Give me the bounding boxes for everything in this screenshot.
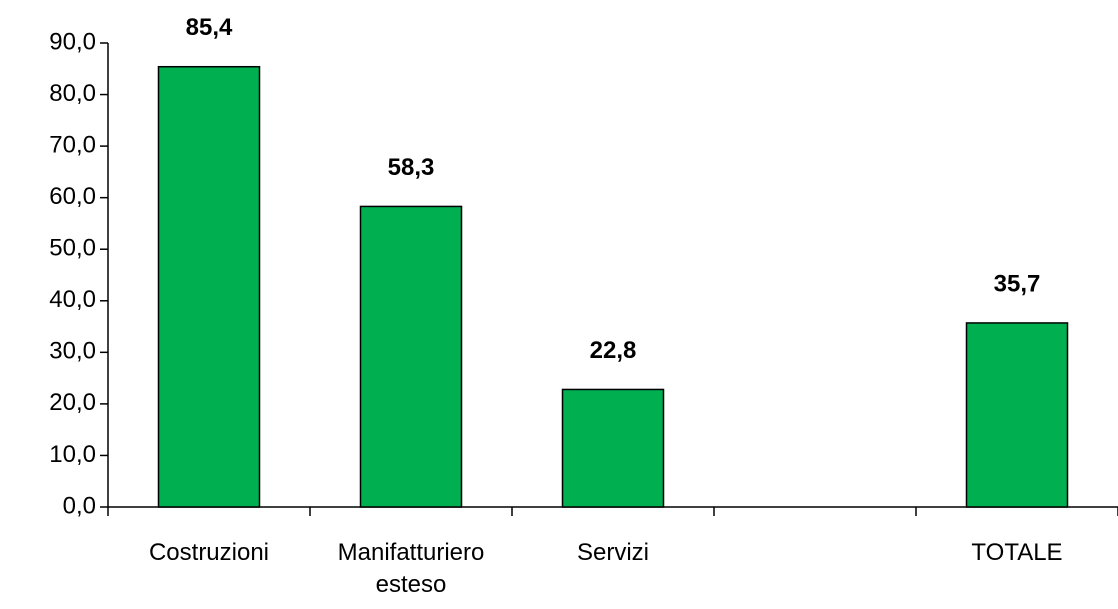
y-tick-label: 10,0 [49, 441, 96, 468]
y-tick-label: 60,0 [49, 183, 96, 210]
y-tick-label: 80,0 [49, 80, 96, 107]
x-tick-label: Manifatturiero esteso [337, 539, 485, 598]
bar [359, 205, 463, 508]
value-label: 35,7 [994, 270, 1041, 297]
value-label: 58,3 [388, 154, 435, 181]
y-tick-label: 70,0 [49, 131, 96, 158]
y-tick-label: 40,0 [49, 286, 96, 313]
y-tick-label: 0,0 [63, 492, 96, 519]
x-tick-label: Costruzioni [148, 539, 270, 566]
y-tick-label: 30,0 [49, 338, 96, 365]
y-tick-label: 90,0 [49, 28, 96, 55]
y-tick-label: 20,0 [49, 389, 96, 416]
y-tick-label: 50,0 [49, 235, 96, 262]
x-tick-label: Servizi [576, 539, 649, 566]
bar [965, 322, 1069, 508]
bar [561, 388, 665, 508]
x-tick-label: TOTALE [971, 539, 1063, 566]
bar [157, 65, 261, 508]
value-label: 22,8 [590, 337, 637, 364]
value-label: 85,4 [186, 14, 233, 41]
